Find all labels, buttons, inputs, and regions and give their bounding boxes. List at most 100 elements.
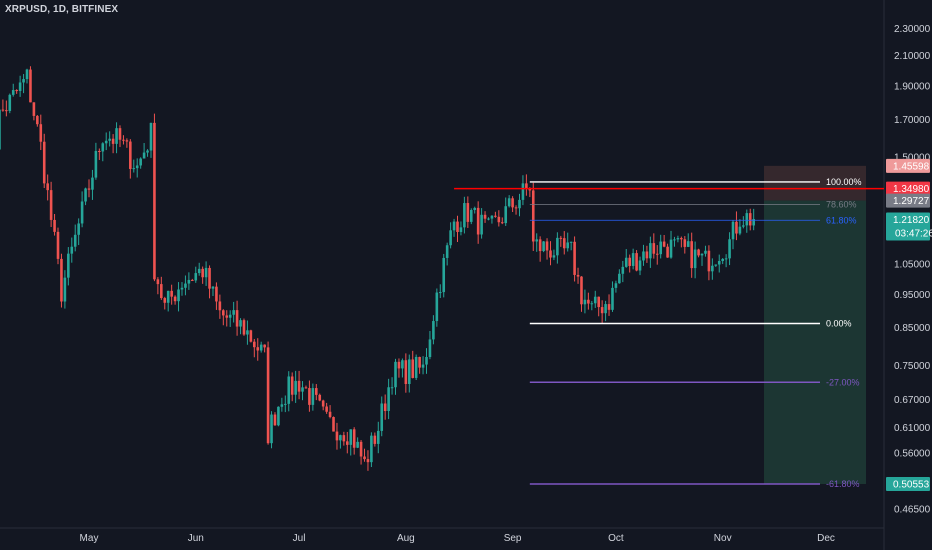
candle-body xyxy=(129,141,132,169)
candle-body xyxy=(559,237,563,239)
candle-body xyxy=(294,380,297,395)
candle-body xyxy=(5,110,8,112)
candle-body xyxy=(173,296,177,302)
candle-body xyxy=(122,139,125,141)
candle-body xyxy=(401,360,404,369)
candle-body xyxy=(359,441,363,457)
candle-body xyxy=(642,251,645,261)
candle-body xyxy=(614,283,618,288)
candle-body xyxy=(487,218,490,220)
candle-body xyxy=(397,361,401,369)
candle-body xyxy=(711,265,714,272)
candle-body xyxy=(531,190,535,242)
candle-body xyxy=(600,307,604,314)
candle-body xyxy=(166,290,170,303)
candle-body xyxy=(32,102,36,116)
candle-body xyxy=(363,456,366,460)
candle-body xyxy=(345,441,349,445)
candle-body xyxy=(177,289,180,302)
candle-body xyxy=(197,268,201,274)
candle-body xyxy=(390,387,394,389)
candle-body xyxy=(693,249,697,269)
candle-body xyxy=(249,330,253,342)
candle-body xyxy=(469,210,473,222)
candle-body xyxy=(680,238,683,240)
fib-level-label: 0.00% xyxy=(826,318,852,328)
price-tick-label: 1.05000 xyxy=(894,260,931,271)
candle-body xyxy=(697,249,700,256)
price-tag-stop: 1.45598 xyxy=(886,158,930,173)
candle-body xyxy=(376,430,380,444)
candle-body xyxy=(748,213,752,226)
fib-level-label: 100.00% xyxy=(826,177,862,187)
candle-body xyxy=(514,207,518,209)
candle-body xyxy=(132,168,136,170)
candle-body xyxy=(428,339,432,358)
candle-body xyxy=(728,239,731,259)
candle-body xyxy=(473,207,477,211)
candle-body xyxy=(456,221,459,232)
candle-body xyxy=(521,183,525,200)
price-tick-label: 1.70000 xyxy=(894,115,931,126)
candle-body xyxy=(535,239,539,242)
price-tick-label: 0.56000 xyxy=(894,449,931,460)
candle-body xyxy=(91,177,94,190)
candle-body xyxy=(483,214,487,219)
price-tag-box xyxy=(886,158,930,173)
take-profit-zone xyxy=(764,200,866,484)
candle-body xyxy=(604,304,607,314)
candle-body xyxy=(15,90,18,92)
candle-body xyxy=(194,273,198,281)
candle-body xyxy=(332,417,335,432)
candle-body xyxy=(618,273,621,284)
candle-body xyxy=(676,238,680,240)
candle-body xyxy=(490,215,494,219)
candle-body xyxy=(673,239,676,241)
candle-body xyxy=(242,320,246,335)
candle-body xyxy=(98,150,101,152)
price-tick-label: 0.85000 xyxy=(894,323,931,334)
candle-body xyxy=(84,188,87,202)
candle-body xyxy=(170,290,173,297)
candle-body xyxy=(387,387,390,411)
price-tag-label: 1.45598 xyxy=(893,161,930,172)
candle-body xyxy=(611,287,614,310)
candle-body xyxy=(204,267,208,278)
candle-body xyxy=(87,188,91,190)
candle-body xyxy=(669,239,673,258)
candle-body xyxy=(39,124,43,142)
price-tag-countdown: 03:47:26 xyxy=(895,228,932,239)
candle-body xyxy=(738,226,742,234)
candle-body xyxy=(308,388,311,405)
candle-body xyxy=(476,207,480,235)
candle-body xyxy=(118,128,122,140)
time-tick-label: Sep xyxy=(504,533,522,544)
stop-loss-zone xyxy=(764,165,866,201)
candle-body xyxy=(538,239,542,252)
candle-body xyxy=(649,243,652,259)
candle-body xyxy=(63,277,67,302)
candle-body xyxy=(218,301,222,311)
candle-body xyxy=(80,201,84,224)
price-tick-label: 0.67000 xyxy=(894,395,931,406)
candle-body xyxy=(500,222,504,224)
candle-body xyxy=(8,94,12,111)
price-tick-label: 0.61000 xyxy=(894,423,931,434)
candle-body xyxy=(67,253,70,278)
price-tick-label: 1.90000 xyxy=(894,81,931,92)
candle-body xyxy=(108,138,111,141)
candle-body xyxy=(297,380,301,392)
candle-body xyxy=(156,279,160,285)
price-tick-label: 0.95000 xyxy=(894,290,931,301)
candle-body xyxy=(70,246,74,254)
price-tag-box xyxy=(886,181,930,196)
price-tick-label: 1.50000 xyxy=(894,152,931,163)
candle-body xyxy=(60,258,63,302)
candle-body xyxy=(700,253,704,256)
candle-body xyxy=(187,279,191,284)
candle-body xyxy=(73,234,77,247)
candle-body xyxy=(290,376,294,395)
candle-body xyxy=(597,296,601,308)
price-tick-label: 0.75000 xyxy=(894,361,931,372)
